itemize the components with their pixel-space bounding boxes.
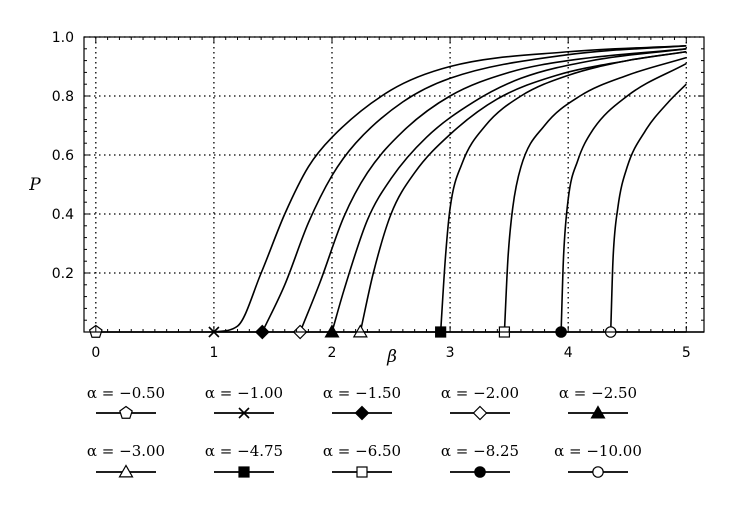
- x-axis-label: β: [386, 347, 397, 367]
- plot-frame: [83, 36, 705, 333]
- series-line: [560, 62, 687, 333]
- legend-marker: [118, 464, 134, 478]
- y-tick-label: 0.2: [52, 266, 74, 282]
- series-line: [261, 45, 687, 333]
- x-tick-label: 3: [446, 345, 455, 361]
- legend-marker: [590, 405, 606, 419]
- legend-label: α = −6.50: [323, 442, 401, 460]
- series-line: [331, 48, 687, 333]
- legend-item: α = −3.00: [87, 442, 165, 478]
- axis-ticks: 0 1 2 3 4 5 0.2 0.4 0.6 0.8 1.0: [52, 30, 704, 361]
- legend-item: α = −6.50: [323, 442, 401, 478]
- legend-label: α = −2.50: [559, 384, 637, 402]
- legend-label: α = −2.00: [441, 384, 519, 402]
- legend-item: α = −1.00: [205, 384, 283, 419]
- legend-item: α = −0.50: [87, 384, 165, 419]
- series-line: [609, 83, 687, 333]
- x-tick-label: 4: [564, 345, 573, 361]
- legend: α = −0.50 α = −1.00 α = −1.50 α = −2.00 α = …: [87, 384, 642, 478]
- y-tick-label: 1.0: [52, 30, 74, 46]
- y-tick-label: 0.4: [52, 207, 74, 223]
- x-tick-label: 2: [328, 345, 337, 361]
- legend-label: α = −0.50: [87, 384, 165, 402]
- legend-item: α = −4.75: [205, 442, 283, 478]
- legend-label: α = −3.00: [87, 442, 165, 460]
- legend-item: α = −2.50: [559, 384, 637, 419]
- legend-marker: [238, 407, 250, 419]
- x-tick-label: 0: [91, 345, 100, 361]
- legend-item: α = −8.25: [441, 442, 519, 478]
- onset-marker: [352, 324, 368, 338]
- x-tick-label: 5: [682, 345, 691, 361]
- legend-marker: [592, 466, 604, 478]
- series-line: [503, 56, 687, 333]
- legend-marker: [238, 466, 250, 478]
- legend-label: α = −1.50: [323, 384, 401, 402]
- legend-marker: [119, 405, 133, 419]
- legend-label: α = −1.00: [205, 384, 283, 402]
- legend-item: α = −10.00: [554, 442, 642, 478]
- legend-marker: [472, 405, 488, 421]
- legend-marker: [474, 466, 486, 478]
- y-tick-label: 0.8: [52, 89, 74, 105]
- legend-label: α = −10.00: [554, 442, 642, 460]
- x-tick-label: 1: [209, 345, 218, 361]
- y-axis-label: P: [28, 175, 41, 195]
- series-line: [439, 50, 687, 333]
- y-tick-label: 0.6: [52, 148, 74, 164]
- legend-marker: [354, 405, 370, 421]
- series-line: [299, 48, 687, 333]
- legend-item: α = −2.00: [441, 384, 519, 421]
- legend-label: α = −4.75: [205, 442, 283, 460]
- series-line: [213, 45, 687, 333]
- legend-marker: [356, 466, 368, 478]
- legend-label: α = −8.25: [441, 442, 519, 460]
- legend-item: α = −1.50: [323, 384, 401, 421]
